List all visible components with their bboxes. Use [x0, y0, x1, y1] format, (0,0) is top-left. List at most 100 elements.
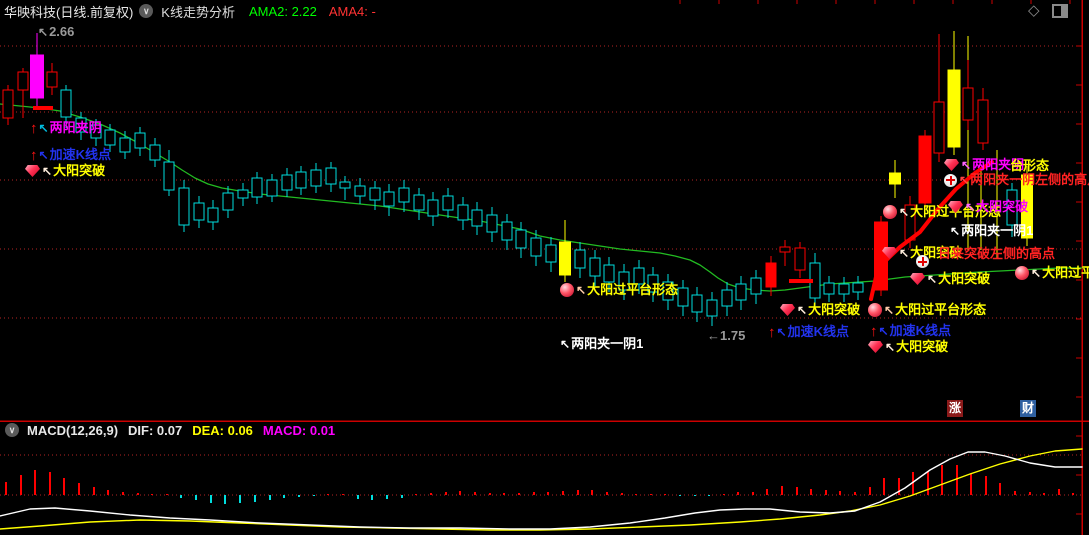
chevron-down-icon[interactable]: ∨	[5, 423, 19, 437]
panel-layout-icon[interactable]	[1052, 4, 1068, 18]
dif-line	[0, 451, 1083, 530]
candle-body	[29, 54, 45, 99]
chart-annotation: ↖ 两阳夹一阴1	[950, 224, 1033, 239]
candle-body	[779, 246, 791, 253]
chart-annotation: ↑ ↖ 两阳夹阴	[30, 119, 102, 137]
chart-annotation: ↖大阳过平台形态	[560, 283, 678, 297]
candle-body	[295, 171, 307, 189]
pointer-glyph: ↖	[965, 200, 976, 214]
candle-body	[794, 247, 806, 271]
pointer-glyph: ↖	[959, 173, 970, 187]
macd-indicator-label[interactable]: MACD(12,26,9)	[27, 422, 119, 438]
candle-body	[237, 189, 249, 199]
dea-value: DEA: 0.06	[192, 422, 253, 438]
candle-body	[618, 271, 630, 291]
gem-icon	[25, 165, 40, 177]
ball-icon	[868, 303, 882, 317]
ama4-value: AMA4: -	[328, 3, 376, 19]
candle-body	[721, 289, 733, 307]
chart-annotation: ↖ 两阳夹一阴1	[560, 336, 644, 352]
candle-body	[530, 237, 542, 257]
candle-body	[310, 169, 322, 187]
candle-body	[888, 172, 902, 185]
diamond-window-icon[interactable]: ◇	[1028, 2, 1040, 19]
pointer-glyph: ↖	[576, 283, 587, 297]
chart-annotation: 日来突破左侧的高点	[938, 247, 1055, 261]
candle-body	[589, 257, 601, 277]
candle-body	[149, 144, 161, 161]
candle-body	[735, 283, 747, 301]
candle-body	[369, 187, 381, 201]
candle-body	[354, 185, 366, 197]
up-arrow-icon: ↑	[870, 322, 878, 340]
annotation-text: 大阳突破	[808, 302, 861, 317]
candle-body	[193, 202, 205, 221]
annotation-text: 大阳过平台形态	[1042, 265, 1089, 280]
chart-annotation	[916, 255, 931, 268]
up-arrow-icon: ↑	[30, 146, 38, 164]
candle-body	[442, 195, 454, 211]
candle-body	[104, 129, 116, 146]
pointer-glyph: ↖	[38, 148, 49, 162]
candle-body	[750, 277, 762, 295]
candle-body	[706, 299, 718, 317]
up-arrow-icon: ↑	[30, 119, 38, 137]
chart-annotation: ↖ 大阳突破	[910, 272, 990, 286]
pointer-glyph: ↖	[797, 303, 808, 317]
annotation-text: 大阳过平台形态	[587, 282, 679, 297]
pointer-glyph: ↖	[885, 340, 896, 354]
candle-body	[977, 99, 989, 144]
ama2-value: AMA2: 2.22	[248, 3, 317, 19]
gem-icon	[944, 159, 959, 171]
floating-tag-涨[interactable]: 涨	[947, 400, 963, 417]
up-arrow-icon: ↑	[768, 323, 776, 341]
candle-body	[251, 177, 263, 198]
ma-line	[0, 103, 1083, 292]
pointer-glyph: ↖	[899, 205, 910, 219]
candle-body	[545, 244, 557, 263]
dea-line	[0, 448, 1083, 531]
chart-annotation: ↑ ↖ 加速K线点	[30, 146, 111, 164]
chevron-down-icon[interactable]: ∨	[139, 4, 154, 18]
chart-annotation: ↖ 2.66	[38, 24, 75, 40]
candle-body	[325, 167, 337, 185]
candle-body	[603, 264, 615, 283]
candle-body	[281, 174, 293, 191]
pointer-glyph: ↖	[560, 337, 571, 351]
annotation-text: 两阳夹阴	[49, 120, 102, 135]
tab-kline-analysis[interactable]: K线走势分析	[161, 4, 235, 20]
candle-body	[134, 132, 146, 149]
candle-body	[918, 135, 932, 204]
gem-icon	[780, 304, 795, 316]
candle-body	[677, 287, 689, 307]
candle-body	[852, 282, 864, 293]
pointer-glyph: ↖	[884, 303, 895, 317]
pointer-glyph: ↖	[776, 325, 787, 339]
annotation-text: 大阳突破	[938, 271, 991, 286]
pointer-glyph: ↖	[38, 121, 49, 135]
candle-body	[207, 207, 219, 223]
candle-body	[633, 267, 645, 285]
chart-annotation: 台形态	[1010, 159, 1049, 173]
chart-annotation: ↖大阳过平台形态	[1015, 266, 1089, 280]
trend-dash	[789, 279, 813, 283]
annotation-text: 两阳夹一阴1	[571, 336, 644, 351]
annotation-text: 2.66	[49, 24, 75, 39]
pointer-glyph: ↖	[878, 324, 889, 338]
chart-annotation: ↖ 大阳突破	[780, 303, 860, 317]
chart-annotation: ↖ 两阳夹阴	[944, 158, 1024, 172]
candle-body	[457, 204, 469, 221]
candle-body	[1020, 174, 1034, 239]
pointer-glyph: ↖	[42, 164, 53, 178]
trend-line	[869, 160, 994, 301]
annotation-text: 大阳过平台形态	[895, 302, 987, 317]
candle-body	[838, 283, 850, 295]
annotation-text: 大阳突破	[896, 339, 949, 354]
candle-body	[90, 124, 102, 139]
gem-icon	[882, 247, 897, 259]
ball-icon	[1015, 266, 1029, 280]
candle-body	[339, 181, 351, 189]
candle-body	[574, 249, 586, 269]
floating-tag-财[interactable]: 财	[1020, 400, 1036, 417]
